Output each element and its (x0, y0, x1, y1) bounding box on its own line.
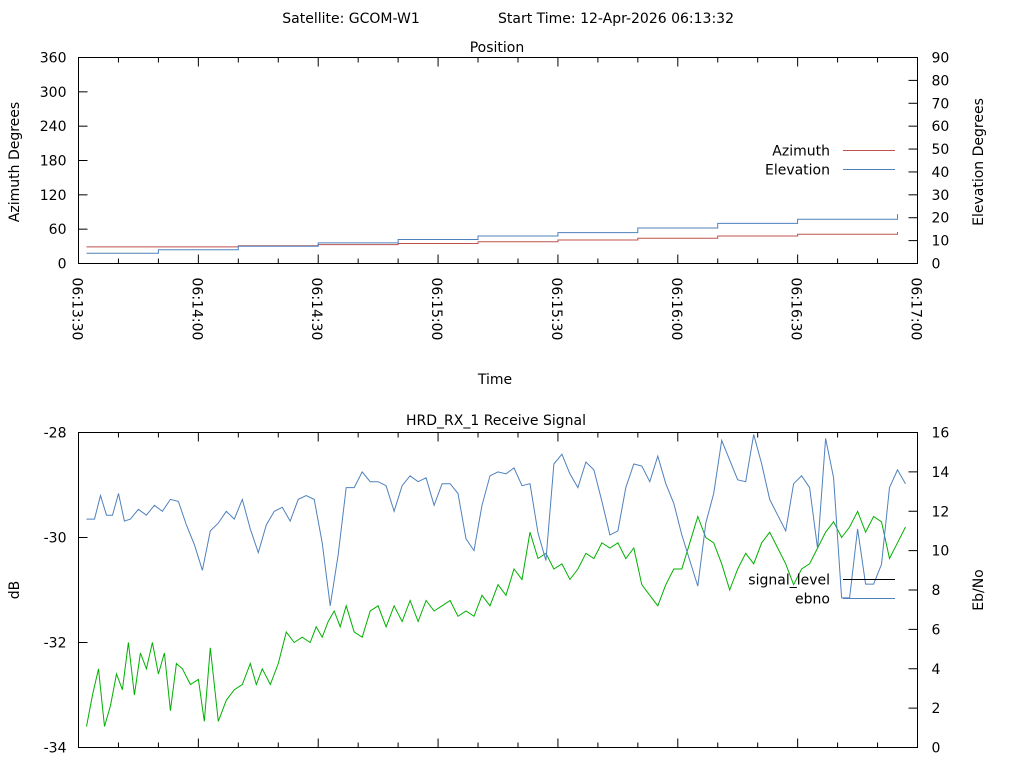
legend-label: signal_level (748, 573, 830, 589)
series-line-azimuth (86, 232, 898, 248)
y-tick-label: -30 (44, 531, 67, 547)
signal-chart: HRD_RX_1 Receive Signal -34 -32 -30 -28 0 2 4 6… (7, 413, 987, 757)
y2-tick-label: 16 (932, 426, 950, 442)
x-tick-label: 06:17:00 (908, 278, 924, 341)
y2-tick-label: 0 (932, 257, 941, 273)
y-tick-label: 360 (40, 51, 67, 67)
y2-tick-label: 6 (932, 622, 941, 638)
y2-tick-label: 12 (932, 504, 950, 520)
signal-series (86, 434, 906, 727)
series-line-ebno (86, 434, 906, 606)
position-axes: 0 60 120 180 240 300 360 0 10 20 30 40 50 60 70 80 90 06:… (40, 51, 950, 341)
signal-plot-frame (78, 432, 918, 748)
x-tick-label: 06:14:00 (188, 278, 204, 341)
y-tick-label: -34 (44, 741, 67, 757)
position-legend: Azimuth Elevation (765, 144, 895, 179)
y-tick-label: 180 (40, 154, 67, 170)
position-y-label: Azimuth Degrees (7, 102, 23, 222)
y2-tick-label: 70 (932, 96, 950, 112)
y2-tick-label: 40 (932, 165, 950, 181)
legend-label: Elevation (765, 163, 830, 179)
legend-label: ebno (795, 592, 830, 608)
position-title: Position (470, 40, 525, 56)
y2-tick-label: 30 (932, 188, 950, 204)
x-tick-label: 06:15:30 (548, 278, 564, 341)
position-y2-label: Elevation Degrees (971, 98, 987, 226)
signal-axes: -34 -32 -30 -28 0 2 4 6 8 10 12 14 16 (44, 426, 950, 757)
x-tick-label: 06:16:30 (788, 278, 804, 341)
position-chart: Position 0 60 120 180 240 300 360 0 10 20 30 40 50 60… (7, 40, 987, 388)
series-line-signal-level (86, 510, 906, 727)
y-tick-label: 60 (49, 222, 67, 238)
position-x-label: Time (477, 372, 512, 388)
signal-title: HRD_RX_1 Receive Signal (406, 413, 586, 429)
signal-y-label: dB (7, 581, 23, 600)
header-satellite: Satellite: GCOM-W1 (282, 11, 419, 27)
position-series (86, 214, 898, 254)
y-tick-label: -32 (44, 636, 67, 652)
y2-tick-label: 4 (932, 662, 941, 678)
y2-tick-label: 20 (932, 211, 950, 227)
y2-tick-label: 90 (932, 51, 950, 67)
y-tick-label: 300 (40, 85, 67, 101)
y-tick-label: 240 (40, 119, 67, 135)
legend-label: Azimuth (772, 144, 830, 160)
y-tick-label: -28 (44, 426, 67, 442)
y2-tick-label: 2 (932, 701, 941, 717)
y2-tick-label: 8 (932, 583, 941, 599)
y2-tick-label: 10 (932, 234, 950, 250)
y-tick-label: 0 (58, 257, 67, 273)
y2-tick-label: 60 (932, 119, 950, 135)
x-tick-label: 06:15:00 (428, 278, 444, 341)
y2-tick-label: 50 (932, 142, 950, 158)
y2-tick-label: 80 (932, 73, 950, 89)
y-tick-label: 120 (40, 188, 67, 204)
x-tick-label: 06:13:30 (69, 278, 85, 341)
signal-y2-label: Eb/No (971, 569, 987, 611)
y2-tick-label: 14 (932, 465, 950, 481)
series-line-elevation (86, 214, 898, 254)
header-start-time: Start Time: 12-Apr-2026 06:13:32 (498, 11, 734, 27)
y2-tick-label: 10 (932, 544, 950, 560)
x-tick-label: 06:16:00 (668, 278, 684, 341)
position-plot-frame (78, 57, 918, 264)
y2-tick-label: 0 (932, 741, 941, 757)
x-tick-label: 06:14:30 (308, 278, 324, 341)
